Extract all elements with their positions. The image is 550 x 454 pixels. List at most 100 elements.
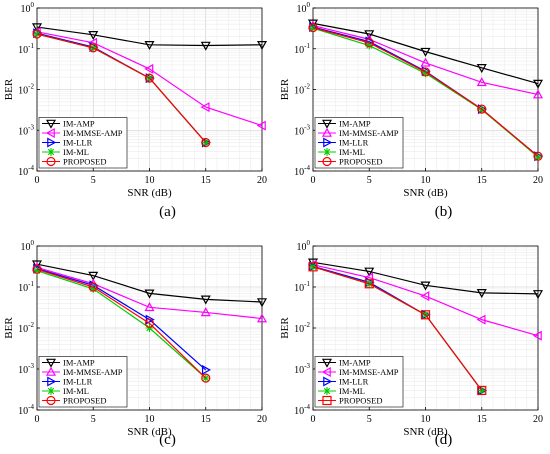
- panel-label: (a): [159, 204, 176, 220]
- data-point: [200, 295, 211, 305]
- x-tick-label: 20: [257, 175, 267, 186]
- series-proposed: [32, 264, 211, 383]
- series-im-mmse-amp: [307, 20, 544, 99]
- y-tick-label: 100: [21, 1, 35, 15]
- legend-marker: [322, 156, 332, 167]
- data-point: [420, 291, 430, 302]
- legend-marker: [321, 127, 333, 137]
- series-line: [36, 263, 263, 303]
- legend-marker: [45, 119, 57, 129]
- data-point: [533, 151, 543, 161]
- legend-label: IM-LLR: [63, 377, 93, 387]
- legend-label: IM-MMSE-AMP: [339, 128, 399, 138]
- series-proposed: [308, 262, 487, 396]
- x-tick-label: 15: [201, 414, 211, 425]
- y-tick-label: 100: [297, 1, 311, 15]
- data-point: [256, 41, 268, 51]
- series-line: [36, 33, 207, 143]
- series-im-amp: [31, 260, 268, 308]
- data-point: [144, 302, 155, 312]
- y-axis-label: BER: [3, 78, 15, 100]
- legend-marker: [47, 376, 57, 387]
- data-point: [201, 364, 211, 375]
- panel-label: (c): [159, 432, 176, 448]
- data-point: [309, 262, 317, 271]
- y-tick-label: 10-2: [294, 321, 310, 335]
- data-point: [144, 73, 155, 83]
- x-tick-label: 0: [35, 175, 40, 186]
- data-point: [476, 314, 486, 325]
- x-tick-label: 5: [91, 414, 96, 425]
- series-line: [312, 264, 539, 337]
- series-line: [36, 268, 207, 371]
- x-tick-label: 10: [421, 175, 431, 186]
- legend-label: IM-ML: [339, 386, 365, 396]
- legend-label: IM-MMSE-AMP: [63, 367, 123, 377]
- legend-marker: [45, 358, 57, 368]
- chart-panel-4: 0 5 10 15 20 100 10-1 10-2 10-3 10-4 SNR (dB) BER IM…: [279, 239, 544, 448]
- y-axis-label: BER: [279, 317, 291, 339]
- data-point: [420, 281, 431, 291]
- data-point: [364, 279, 374, 289]
- x-axis-label: SNR (dB): [403, 187, 448, 199]
- data-point: [256, 313, 268, 323]
- x-tick-label: 15: [477, 175, 487, 186]
- series-im-ml: [33, 266, 210, 383]
- data-point: [200, 41, 211, 51]
- data-point: [534, 153, 542, 162]
- legend-marker: [322, 395, 332, 406]
- series-line: [36, 268, 207, 379]
- chart-panel-1: 0 5 10 15 20 100 10-1 10-2 10-3 10-4 SNR (dB) BER IM…: [3, 1, 268, 220]
- y-axis-label: BER: [3, 317, 15, 339]
- legend-label: IM-ML: [63, 386, 89, 396]
- legend-label: IM-MMSE-AMP: [63, 128, 123, 138]
- data-point: [31, 260, 43, 270]
- data-point: [144, 318, 155, 328]
- y-tick-label: 100: [297, 239, 311, 253]
- chart-panel-3: 0 5 10 15 20 100 10-1 10-2 10-3 10-4 SNR (dB) BER IM…: [3, 239, 268, 448]
- legend-label: IM-MMSE-AMP: [339, 367, 399, 377]
- x-tick-label: 0: [311, 175, 316, 186]
- legend-marker: [47, 148, 55, 156]
- legend-label: PROPOSED: [63, 396, 106, 406]
- data-point: [145, 314, 155, 325]
- legend-marker: [47, 387, 55, 395]
- data-point: [532, 330, 542, 341]
- legend-marker: [323, 148, 331, 156]
- legend-label: IM-ML: [339, 147, 365, 157]
- legend-marker: [321, 119, 333, 129]
- x-tick-label: 10: [145, 414, 155, 425]
- data-point: [200, 102, 210, 113]
- x-axis-label: SNR (dB): [127, 426, 172, 438]
- legend-marker: [45, 366, 57, 376]
- data-point: [420, 57, 431, 67]
- series-line: [36, 270, 207, 379]
- data-point: [420, 67, 431, 77]
- series-proposed: [308, 23, 543, 161]
- data-point: [532, 290, 544, 300]
- legend-marker: [46, 395, 56, 406]
- y-axis-label: BER: [279, 78, 291, 100]
- series-line: [312, 27, 539, 157]
- x-tick-label: 15: [477, 414, 487, 425]
- legend-marker: [323, 137, 333, 148]
- series-line: [312, 266, 483, 391]
- y-tick-label: 10-1: [294, 280, 310, 294]
- data-point: [88, 282, 98, 292]
- data-point: [32, 264, 42, 274]
- legend-marker: [323, 387, 331, 395]
- legend-marker: [323, 376, 333, 387]
- data-point: [365, 41, 374, 50]
- y-tick-label: 10-1: [18, 42, 34, 56]
- data-point: [31, 23, 43, 33]
- data-point: [201, 374, 210, 383]
- series-im-amp: [307, 258, 544, 300]
- series-im-amp: [31, 23, 268, 51]
- legend-marker: [321, 366, 331, 378]
- y-tick-label: 10-4: [18, 403, 34, 417]
- series-line: [312, 22, 539, 85]
- series-line: [36, 26, 263, 47]
- series-line: [36, 31, 263, 127]
